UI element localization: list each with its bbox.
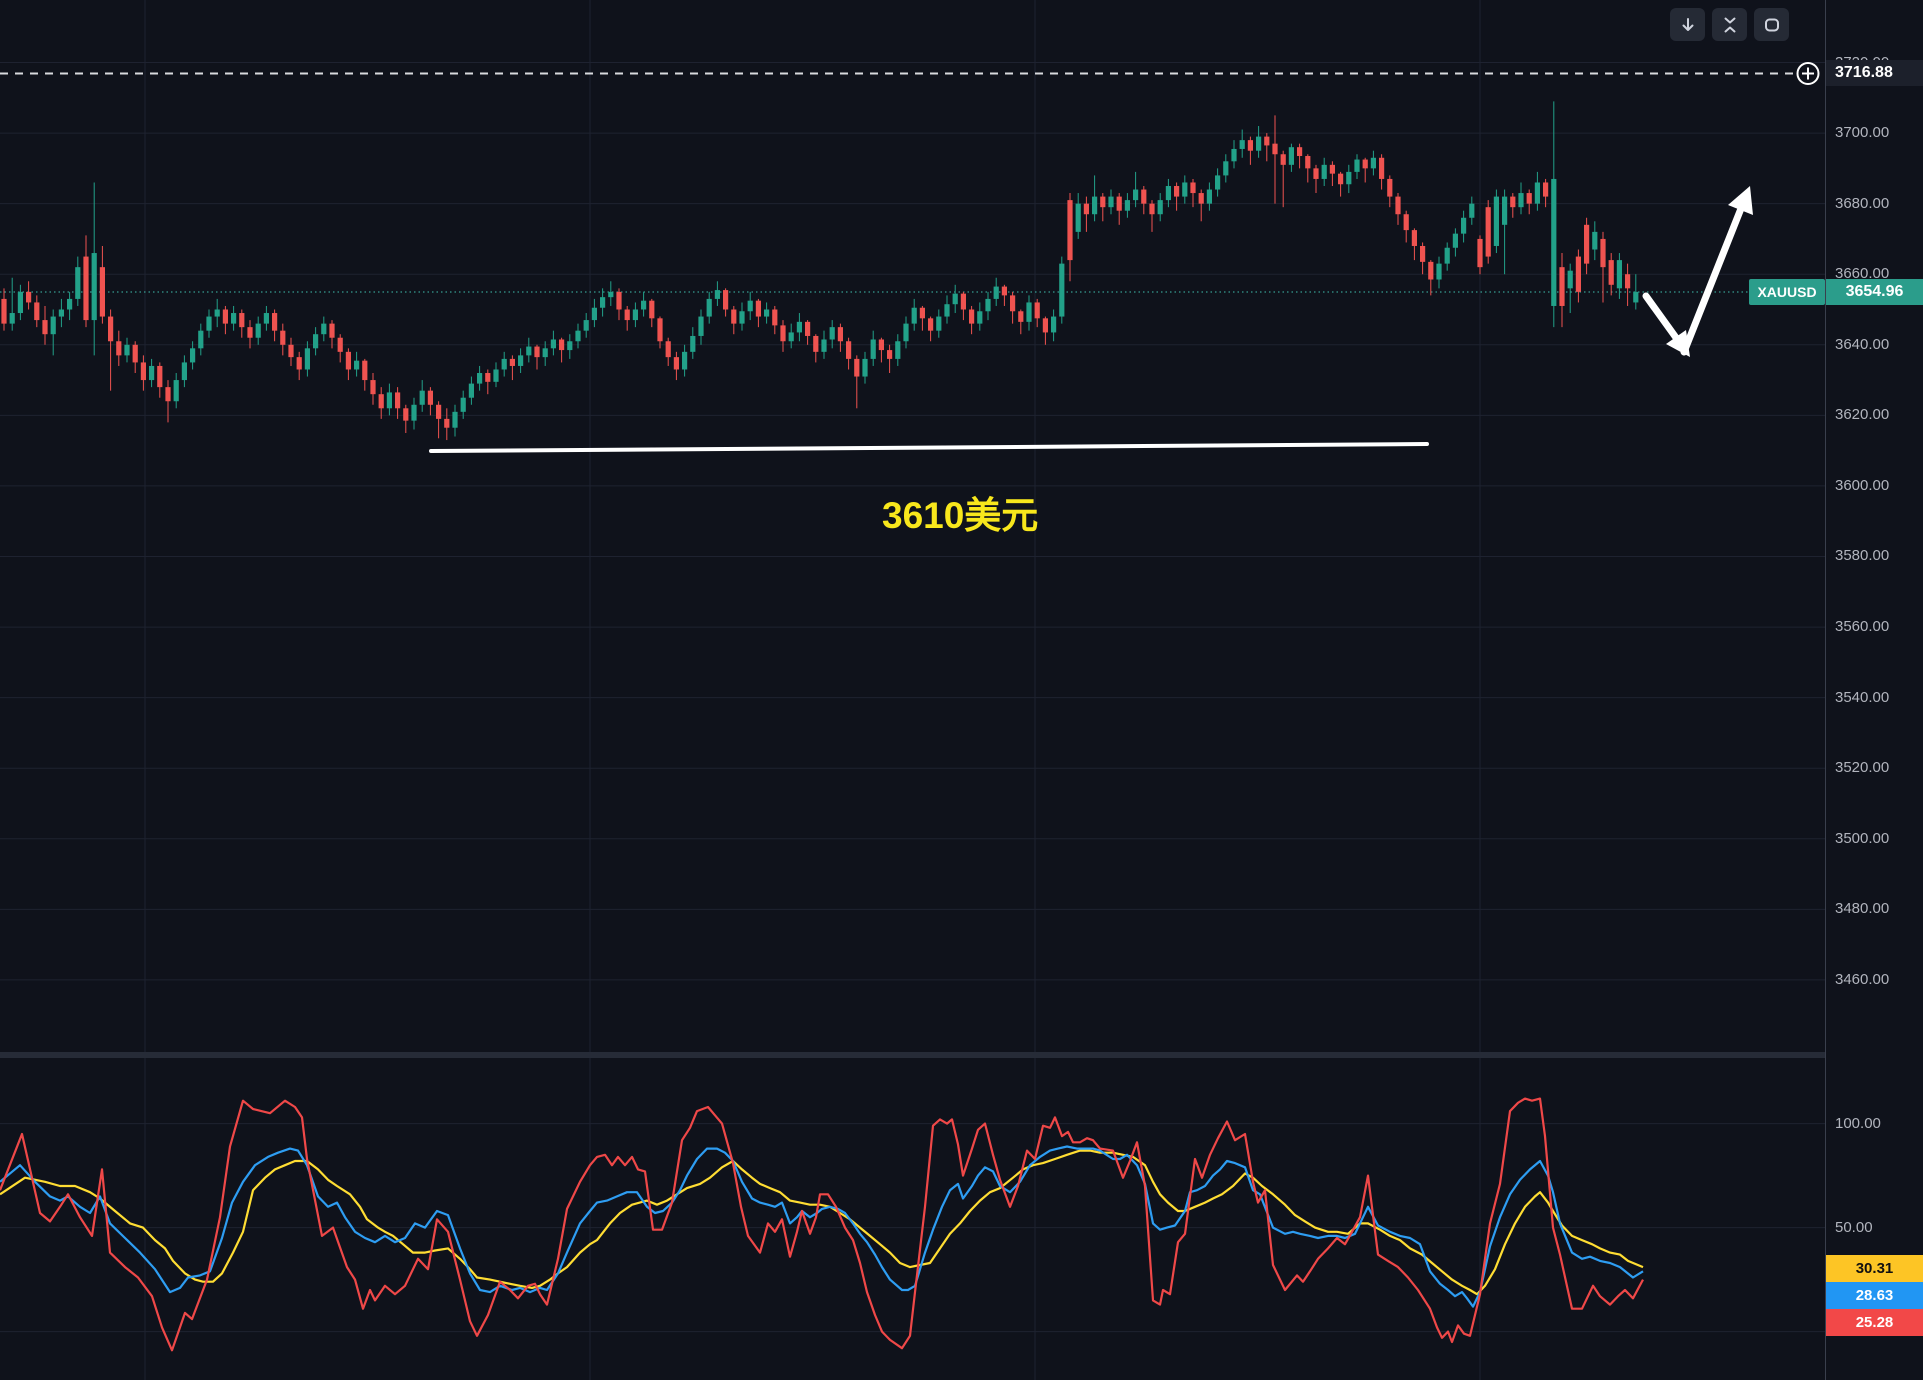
maximize-pane-button[interactable]: [1754, 8, 1789, 41]
collapse-pane-button[interactable]: [1712, 8, 1747, 41]
arrow-up-drawing[interactable]: [1680, 186, 1753, 356]
price-tick: 3660.00: [1835, 265, 1890, 283]
support-trendline[interactable]: [429, 442, 1429, 453]
chart-toolbar: [1670, 8, 1789, 41]
price-tick: 3680.00: [1835, 194, 1890, 212]
price-pane[interactable]: 3610美元: [0, 0, 1825, 1052]
price-tick: 3640.00: [1835, 335, 1890, 353]
kdj-j-line: [0, 1097, 1644, 1352]
scroll-to-recent-button[interactable]: [1670, 8, 1705, 41]
price-tick: 3520.00: [1835, 759, 1890, 777]
kdj-badge-j: 25.28: [1826, 1309, 1923, 1337]
price-tick: 3500.00: [1835, 829, 1890, 847]
kdj-pane[interactable]: [0, 1058, 1825, 1380]
candles: [1, 101, 1639, 441]
symbol-name-badge: XAUUSD: [1749, 279, 1825, 305]
price-axis[interactable]: 3720.003700.003680.003660.003640.003620.…: [1825, 0, 1923, 1380]
indicator-tick: 100.00: [1835, 1114, 1881, 1132]
support-price-label[interactable]: 3610美元: [882, 495, 1039, 536]
pane-separator-handle[interactable]: [0, 1052, 1923, 1058]
alert-price-label[interactable]: 3716.88: [1826, 60, 1923, 86]
candlestick-chart[interactable]: [0, 0, 1825, 1052]
maximize-pane-icon: [1764, 18, 1779, 31]
kdj-chart[interactable]: [0, 1058, 1825, 1380]
price-tick: 3560.00: [1835, 618, 1890, 636]
kdj-badge-k: 28.63: [1826, 1282, 1923, 1310]
price-tick: 3540.00: [1835, 688, 1890, 706]
last-price-badge: 3654.96: [1826, 279, 1923, 305]
price-tick: 3620.00: [1835, 406, 1890, 424]
kdj-k-line: [0, 1145, 1644, 1308]
price-tick: 3600.00: [1835, 476, 1890, 494]
scroll-to-recent-icon: [1682, 17, 1693, 31]
price-tick: 3700.00: [1835, 124, 1890, 142]
price-tick: 3580.00: [1835, 547, 1890, 565]
indicator-tick: 50.00: [1835, 1218, 1873, 1236]
alert-handle-icon[interactable]: [1796, 62, 1820, 86]
collapse-pane-icon: [1724, 17, 1735, 32]
price-tick: 3460.00: [1835, 970, 1890, 988]
kdj-badge-d: 30.31: [1826, 1255, 1923, 1283]
price-tick: 3480.00: [1835, 900, 1890, 918]
kdj-d-line: [0, 1149, 1644, 1296]
